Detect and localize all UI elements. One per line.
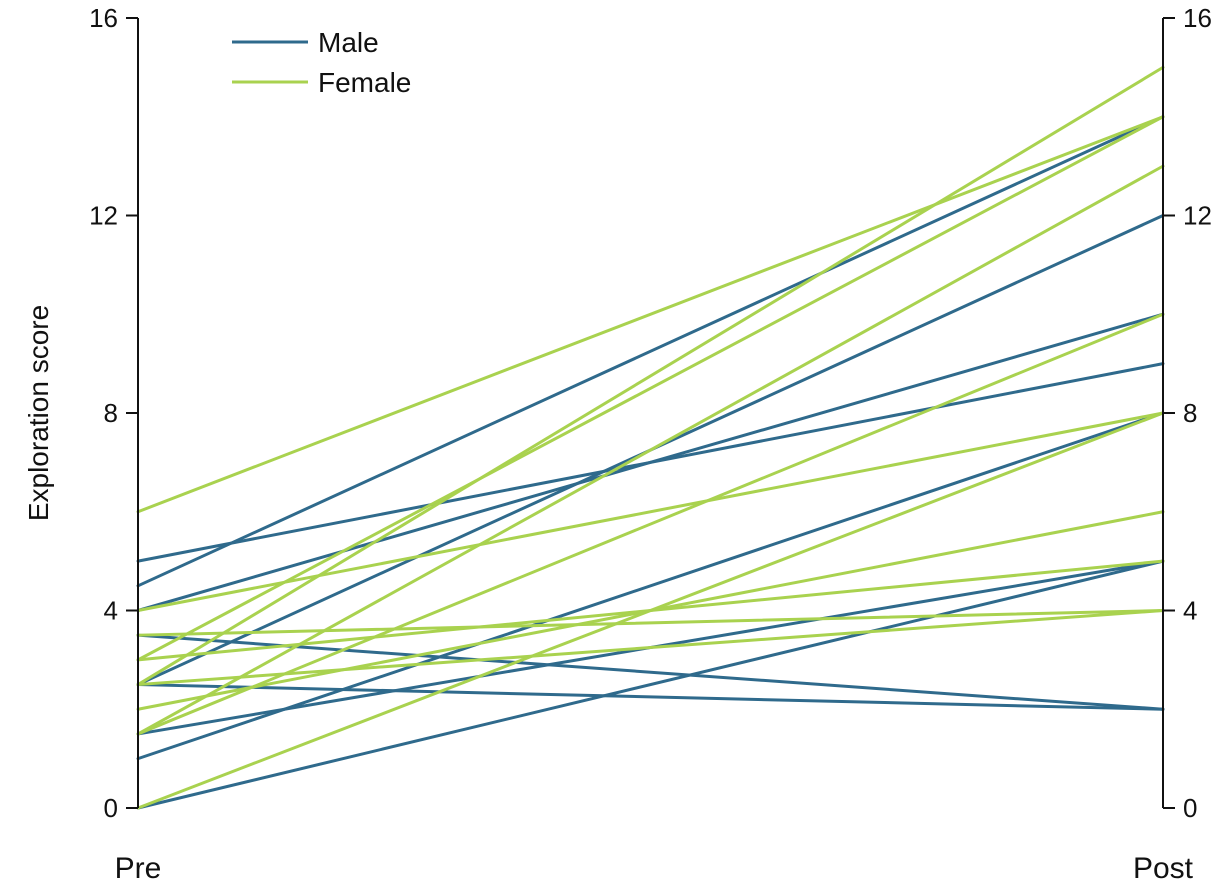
right-tick-label-16: 16 bbox=[1183, 3, 1212, 33]
category-label-post: Post bbox=[1133, 852, 1194, 885]
right-tick-label-0: 0 bbox=[1183, 793, 1197, 823]
series-line-female-2 bbox=[136, 164, 1165, 736]
legend-label-female: Female bbox=[318, 67, 411, 98]
series-line-female-7 bbox=[136, 115, 1165, 662]
series-line-male-9 bbox=[136, 362, 1165, 563]
left-tick-label-16: 16 bbox=[89, 3, 118, 33]
category-label-pre: Pre bbox=[115, 852, 162, 885]
legend: Male Female bbox=[232, 27, 411, 98]
y-axis-label: Exploration score bbox=[23, 305, 54, 521]
series-line-female-10 bbox=[136, 411, 1165, 612]
series-line-male-1 bbox=[136, 559, 1165, 810]
left-tick-label-12: 12 bbox=[89, 201, 118, 231]
series-line-female-5 bbox=[136, 609, 1165, 687]
left-tick-label-8: 8 bbox=[104, 398, 118, 428]
y-ticks: 0 0 4 4 8 8 12 12 16 16 bbox=[89, 3, 1212, 823]
series-line-female-6 bbox=[136, 65, 1165, 687]
right-tick-label-8: 8 bbox=[1183, 398, 1197, 428]
right-tick-label-4: 4 bbox=[1183, 596, 1197, 626]
series-line-female-11 bbox=[136, 115, 1165, 514]
series-line-female-9 bbox=[136, 609, 1165, 637]
series-line-male-8 bbox=[136, 115, 1165, 588]
series-line-female-3 bbox=[136, 312, 1165, 736]
legend-label-male: Male bbox=[318, 27, 379, 58]
series-line-female-8 bbox=[136, 559, 1165, 662]
x-category-labels: Pre Post bbox=[115, 852, 1194, 885]
series-lines bbox=[136, 65, 1165, 810]
left-tick-label-0: 0 bbox=[104, 793, 118, 823]
series-line-male-2 bbox=[136, 411, 1165, 761]
left-tick-label-4: 4 bbox=[104, 596, 118, 626]
series-line-male-5 bbox=[136, 683, 1165, 711]
series-line-male-6 bbox=[136, 633, 1165, 711]
right-tick-label-12: 12 bbox=[1183, 201, 1212, 231]
